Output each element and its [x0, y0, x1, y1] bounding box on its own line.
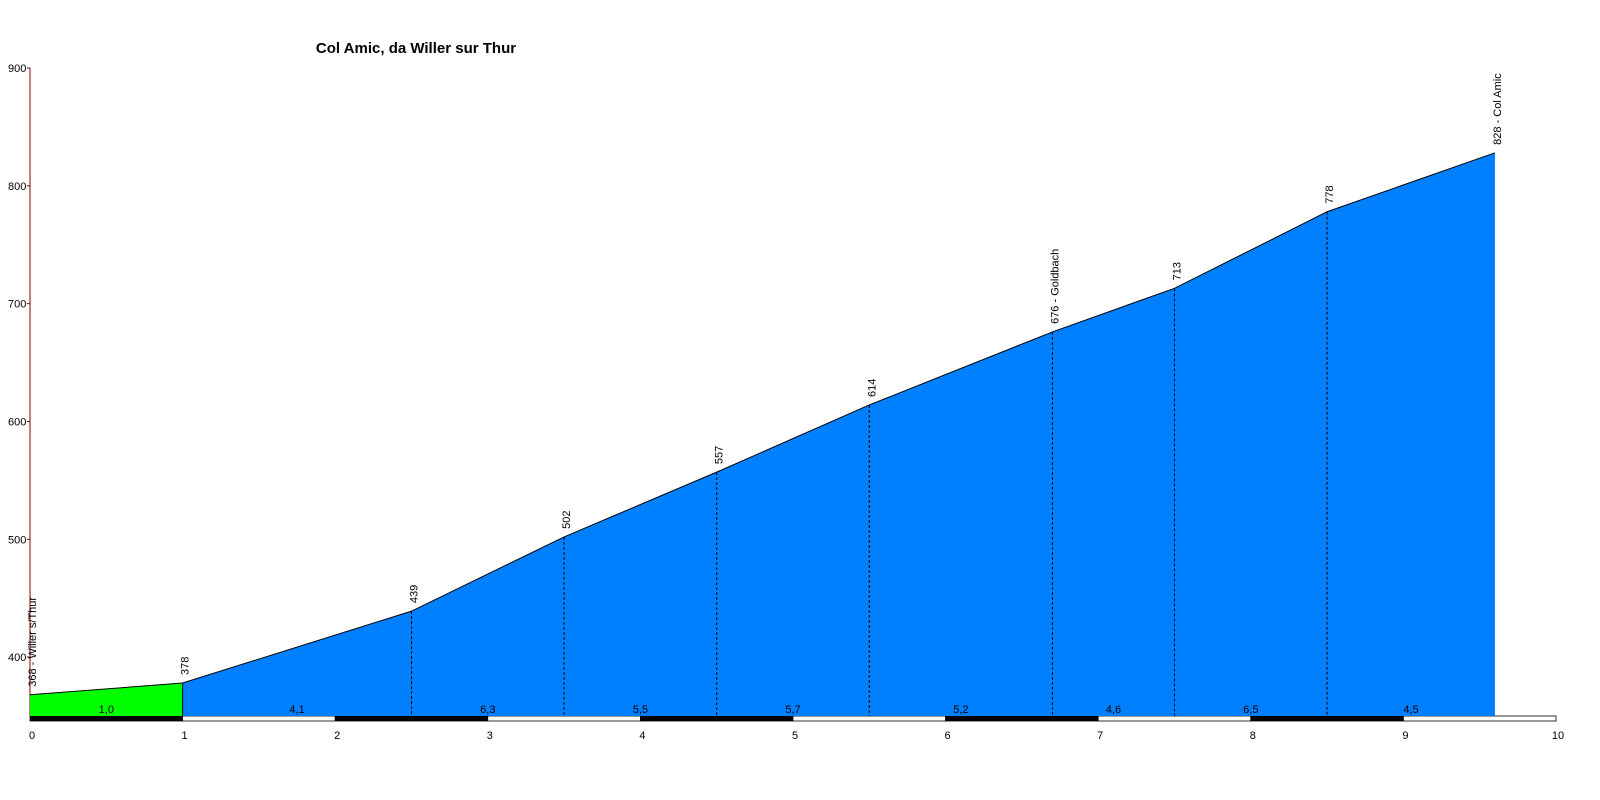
km-bar [334, 715, 489, 722]
point-label: 439 [409, 585, 421, 603]
profile-segment [564, 472, 717, 716]
km-bar [29, 715, 184, 722]
gradient-label: 4,1 [289, 704, 304, 716]
point-label: 502 [561, 511, 573, 529]
km-bar [640, 715, 794, 722]
gradient-label: 6,5 [1243, 704, 1258, 716]
point-label: 378 [180, 657, 192, 675]
profile-segment [716, 404, 870, 716]
x-tick-label: 7 [1097, 730, 1103, 742]
profile-segment [1174, 211, 1328, 717]
y-tick-label: 400 [8, 652, 26, 664]
point-label: 614 [866, 379, 878, 397]
y-tick-label: 600 [8, 416, 26, 428]
gradient-label: 6,3 [480, 704, 495, 716]
point-label: 778 [1324, 185, 1336, 203]
x-tick-label: 0 [29, 730, 35, 742]
x-tick-label: 5 [792, 730, 798, 742]
profile-segment [182, 611, 412, 716]
x-tick-label: 6 [945, 730, 951, 742]
km-bar [182, 715, 336, 722]
gradient-label: 4,6 [1106, 704, 1121, 716]
profile-segment [411, 536, 565, 716]
profile-segment [1327, 152, 1495, 716]
y-tick-label: 800 [8, 181, 26, 193]
gradient-label: 5,5 [633, 704, 648, 716]
x-tick-label: 10 [1552, 730, 1564, 742]
x-tick-label: 2 [334, 730, 340, 742]
chart-title: Col Amic, da Willer sur Thur [316, 40, 516, 57]
gradient-label: 5,2 [953, 704, 968, 716]
gradient-label: 5,7 [785, 704, 800, 716]
y-tick-label: 500 [8, 534, 26, 546]
x-tick-label: 8 [1250, 730, 1256, 742]
point-label: 557 [714, 446, 726, 464]
profile-segment [869, 331, 1053, 716]
x-tick-label: 3 [487, 730, 493, 742]
point-label: 828 - Col Amic [1492, 73, 1504, 145]
point-label: 676 - Goldbach [1049, 249, 1061, 324]
point-label: 713 [1172, 262, 1184, 280]
km-bar [1250, 715, 1404, 722]
x-tick-label: 1 [182, 730, 188, 742]
profile-segment [1052, 288, 1175, 716]
x-tick-label: 9 [1402, 730, 1408, 742]
y-tick-label: 900 [8, 63, 26, 75]
point-label: 368 - Willer s/Thur [27, 597, 39, 687]
km-bar [792, 715, 947, 722]
profile-line [29, 152, 1496, 696]
km-bar [1403, 715, 1557, 722]
gradient-label: 1,0 [99, 704, 114, 716]
y-tick-label: 700 [8, 299, 26, 311]
x-tick-label: 4 [639, 730, 645, 742]
km-bar [945, 715, 1099, 722]
profile-segment [30, 683, 183, 716]
gradient-label: 4,5 [1403, 704, 1418, 716]
km-bar [1097, 715, 1252, 722]
km-bar [487, 715, 641, 722]
